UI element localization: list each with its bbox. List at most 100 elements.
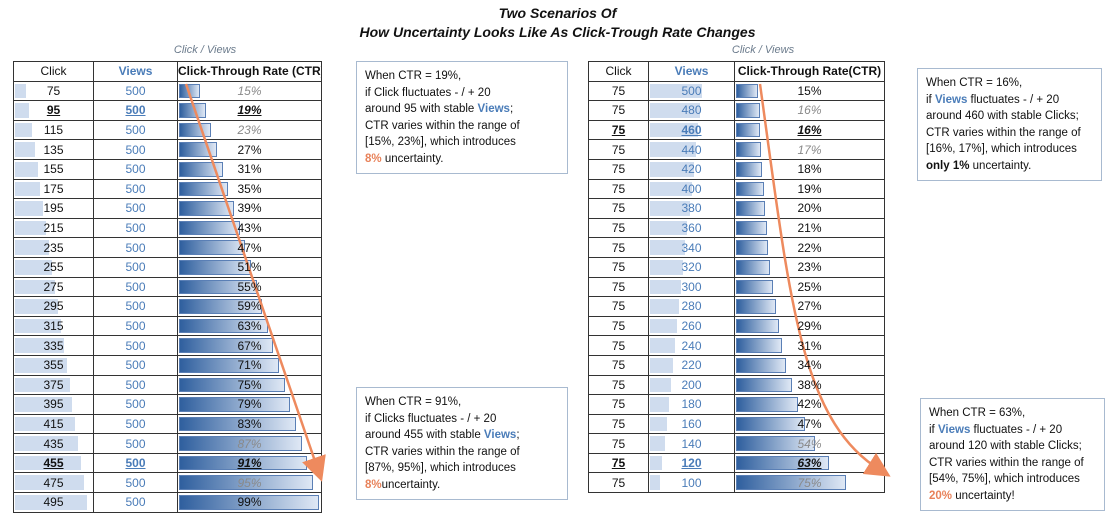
ctr-bar — [736, 357, 786, 373]
click-bar — [15, 377, 70, 393]
table-row: 75 440 17% — [588, 139, 885, 160]
ctr-bar — [179, 475, 313, 491]
ctr-bar — [179, 201, 234, 216]
ctr-cell: 27% — [177, 139, 322, 160]
table-row: 475 500 95% — [13, 472, 322, 494]
click-bar — [15, 181, 41, 197]
ctr-cell: 38% — [734, 374, 885, 396]
right-top-annotation: When CTR = 16%, if Views fluctuates - / … — [917, 68, 1102, 181]
click-cell: 355 — [13, 354, 94, 376]
ctr-cell: 71% — [177, 354, 322, 376]
ctr-cell: 25% — [734, 276, 885, 298]
ctr-bar — [736, 299, 776, 314]
views-bar — [650, 259, 684, 275]
click-bar — [15, 436, 79, 451]
views-cell: 300 — [648, 276, 735, 298]
click-bar — [15, 279, 55, 295]
click-cell: 195 — [13, 198, 94, 219]
table-row: 115 500 23% — [13, 119, 322, 141]
table-row: 75 500 15% — [588, 80, 885, 102]
ctr-bar — [179, 495, 319, 510]
ctr-bar — [179, 357, 280, 373]
views-bar — [650, 181, 692, 197]
click-cell: 75 — [588, 237, 649, 258]
chart-title-line2: How Uncertainty Looks Like As Click-Trou… — [359, 24, 756, 40]
table-row: 155 500 31% — [13, 158, 322, 180]
ctr-bar — [736, 397, 798, 412]
click-cell: 75 — [588, 119, 649, 141]
views-bar — [650, 299, 680, 314]
col-header-views: Views — [93, 61, 178, 82]
table-row: 255 500 51% — [13, 256, 322, 278]
note-line: [15%, 23%], which introduces — [365, 136, 516, 148]
views-cell: 240 — [648, 335, 735, 356]
views-cell: 500 — [93, 394, 178, 415]
click-cell: 75 — [588, 217, 649, 239]
views-cell: 500 — [93, 80, 178, 102]
table-row: 195 500 39% — [13, 198, 322, 219]
click-cell: 75 — [588, 394, 649, 415]
views-bar — [650, 240, 686, 255]
views-bar — [650, 357, 673, 373]
click-cell: 335 — [13, 335, 94, 356]
table-row: 335 500 67% — [13, 335, 322, 356]
click-cell: 75 — [588, 198, 649, 219]
table-row: 75 420 18% — [588, 158, 885, 180]
views-cell: 400 — [648, 178, 735, 200]
views-cell: 420 — [648, 158, 735, 180]
click-cell: 75 — [588, 178, 649, 200]
click-cell: 115 — [13, 119, 94, 141]
views-bar — [650, 416, 667, 432]
note-line: CTR varies within the range of — [365, 119, 520, 132]
ctr-cell: 29% — [734, 315, 885, 337]
table-row: 75 480 16% — [588, 100, 885, 121]
left-top-annotation: When CTR = 19%, if Click fluctuates - / … — [356, 61, 568, 174]
click-bar — [15, 161, 38, 177]
click-bar — [15, 338, 64, 353]
ctr-cell: 31% — [177, 158, 322, 180]
click-cell: 315 — [13, 315, 94, 337]
ctr-bar — [736, 338, 782, 353]
click-bar — [15, 357, 67, 373]
views-cell: 100 — [648, 472, 735, 494]
views-cell: 440 — [648, 139, 735, 160]
table-row: 315 500 63% — [13, 315, 322, 337]
views-cell: 500 — [93, 452, 178, 474]
ctr-bar — [736, 103, 760, 118]
views-cell: 200 — [648, 374, 735, 396]
views-cell: 320 — [648, 256, 735, 278]
table-row: 175 500 35% — [13, 178, 322, 200]
click-cell: 75 — [588, 315, 649, 337]
ctr-cell: 23% — [177, 119, 322, 141]
ctr-cell: 55% — [177, 276, 322, 298]
ctr-bar — [736, 259, 770, 275]
ctr-cell: 42% — [734, 394, 885, 415]
click-cell: 295 — [13, 296, 94, 317]
ctr-bar — [736, 122, 760, 138]
ctr-cell: 83% — [177, 413, 322, 435]
click-cell: 75 — [588, 256, 649, 278]
views-cell: 160 — [648, 413, 735, 435]
note-line: if Views fluctuates - / + 20 — [926, 93, 1060, 106]
note-line: When CTR = 19%, — [365, 70, 462, 82]
ctr-bar — [736, 201, 766, 216]
table-row: 75 280 27% — [588, 296, 885, 317]
note-line: [54%, 75%], which introduces — [929, 473, 1080, 485]
table-row: 295 500 59% — [13, 296, 322, 317]
views-cell: 500 — [93, 374, 178, 396]
ctr-bar — [179, 240, 246, 255]
ctr-cell: 21% — [734, 217, 885, 239]
ctr-cell: 63% — [734, 452, 885, 474]
ctr-bar — [736, 161, 763, 177]
table-row: 75 400 19% — [588, 178, 885, 200]
right-scenario-table: Click Views Click-Through Rate(CTR) 75 50… — [588, 61, 885, 494]
views-bar — [650, 397, 669, 412]
table-row: 75 240 31% — [588, 335, 885, 356]
note-line: around 120 with stable Clicks; — [929, 440, 1082, 452]
click-cell: 75 — [588, 354, 649, 376]
ctr-cell: 39% — [177, 198, 322, 219]
ctr-bar — [179, 161, 223, 177]
note-line: CTR varies within the range of — [365, 445, 520, 458]
views-cell: 500 — [93, 296, 178, 317]
views-cell: 500 — [93, 492, 178, 513]
